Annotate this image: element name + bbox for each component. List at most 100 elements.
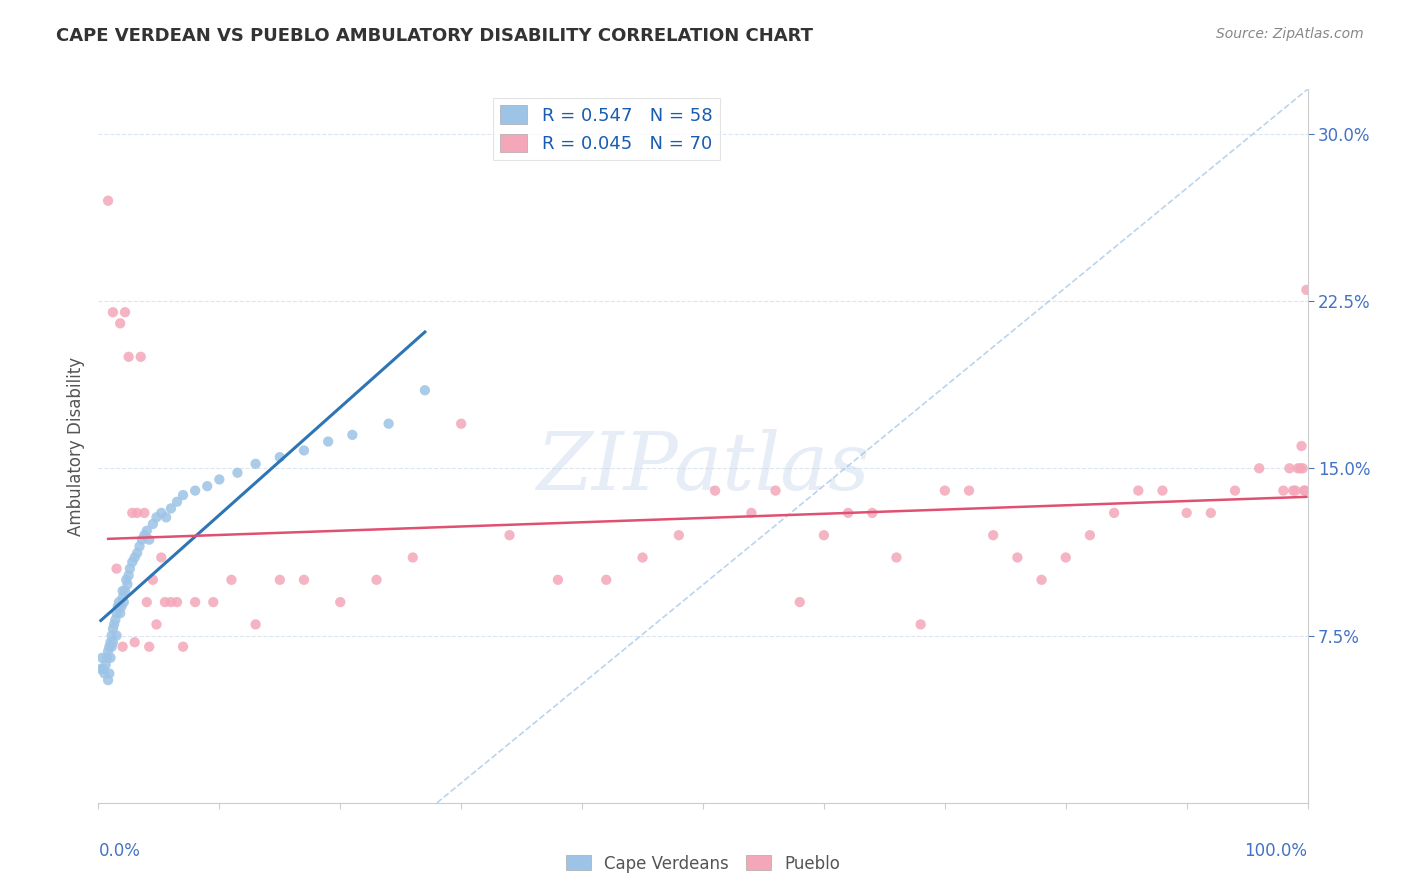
Point — [115, 573, 138, 587]
Point — [142, 573, 165, 587]
Point — [91, 662, 114, 676]
Point — [121, 506, 143, 520]
Point — [1078, 528, 1101, 542]
Point — [105, 562, 128, 576]
Point — [1128, 483, 1150, 498]
Point — [377, 417, 399, 431]
Point — [740, 506, 762, 520]
Point — [765, 483, 787, 498]
Point — [813, 528, 835, 542]
Point — [184, 483, 207, 498]
Point — [166, 595, 188, 609]
Point — [1031, 573, 1053, 587]
Point — [135, 524, 157, 538]
Point — [93, 666, 115, 681]
Point — [1278, 461, 1301, 475]
Point — [704, 483, 727, 498]
Point — [155, 510, 177, 524]
Point — [150, 506, 173, 520]
Point — [226, 466, 249, 480]
Point — [886, 550, 908, 565]
Point — [413, 384, 436, 398]
Point — [103, 617, 125, 632]
Point — [134, 506, 156, 520]
Point — [1292, 461, 1315, 475]
Point — [97, 194, 120, 208]
Point — [668, 528, 690, 542]
Y-axis label: Ambulatory Disability: Ambulatory Disability — [66, 357, 84, 535]
Point — [114, 305, 136, 319]
Point — [595, 573, 617, 587]
Point — [1249, 461, 1271, 475]
Point — [202, 595, 225, 609]
Point — [292, 573, 315, 587]
Text: CAPE VERDEAN VS PUEBLO AMBULATORY DISABILITY CORRELATION CHART: CAPE VERDEAN VS PUEBLO AMBULATORY DISABI… — [56, 27, 813, 45]
Point — [111, 640, 134, 654]
Point — [1199, 506, 1222, 520]
Point — [111, 591, 134, 605]
Point — [1054, 550, 1077, 565]
Point — [97, 673, 120, 687]
Point — [114, 583, 136, 598]
Point — [547, 573, 569, 587]
Text: ZIPatlas: ZIPatlas — [536, 429, 870, 506]
Text: 100.0%: 100.0% — [1244, 842, 1308, 860]
Point — [221, 573, 243, 587]
Point — [1292, 483, 1315, 498]
Point — [105, 628, 128, 642]
Point — [934, 483, 956, 498]
Point — [112, 595, 135, 609]
Point — [118, 350, 141, 364]
Point — [1282, 483, 1305, 498]
Point — [129, 350, 152, 364]
Point — [208, 473, 231, 487]
Point — [981, 528, 1004, 542]
Point — [127, 546, 149, 560]
Point — [1102, 506, 1125, 520]
Point — [1294, 483, 1316, 498]
Point — [245, 457, 267, 471]
Point — [135, 595, 157, 609]
Point — [117, 577, 139, 591]
Point — [342, 427, 364, 442]
Point — [108, 316, 131, 330]
Point — [402, 550, 425, 565]
Point — [108, 607, 131, 621]
Point — [366, 573, 388, 587]
Point — [329, 595, 352, 609]
Point — [118, 568, 141, 582]
Point — [121, 555, 143, 569]
Point — [1286, 461, 1309, 475]
Point — [90, 662, 112, 676]
Point — [134, 528, 156, 542]
Point — [195, 479, 218, 493]
Point — [631, 550, 654, 565]
Point — [94, 657, 117, 672]
Point — [110, 599, 132, 614]
Point — [1152, 483, 1174, 498]
Point — [910, 617, 932, 632]
Legend: Cape Verdeans, Pueblo: Cape Verdeans, Pueblo — [560, 848, 846, 880]
Text: 0.0%: 0.0% — [98, 842, 141, 860]
Point — [1291, 439, 1313, 453]
Point — [316, 434, 339, 449]
Point — [118, 562, 141, 576]
Point — [142, 516, 165, 531]
Point — [1284, 483, 1306, 498]
Point — [160, 595, 183, 609]
Point — [138, 640, 160, 654]
Point — [450, 417, 472, 431]
Text: Source: ZipAtlas.com: Source: ZipAtlas.com — [1216, 27, 1364, 41]
Point — [105, 607, 128, 621]
Point — [172, 488, 194, 502]
Point — [98, 666, 121, 681]
Point — [837, 506, 859, 520]
Point — [160, 501, 183, 516]
Point — [111, 583, 134, 598]
Point — [1175, 506, 1198, 520]
Point — [292, 443, 315, 458]
Point — [101, 622, 124, 636]
Point — [957, 483, 980, 498]
Point — [97, 644, 120, 658]
Point — [91, 651, 114, 665]
